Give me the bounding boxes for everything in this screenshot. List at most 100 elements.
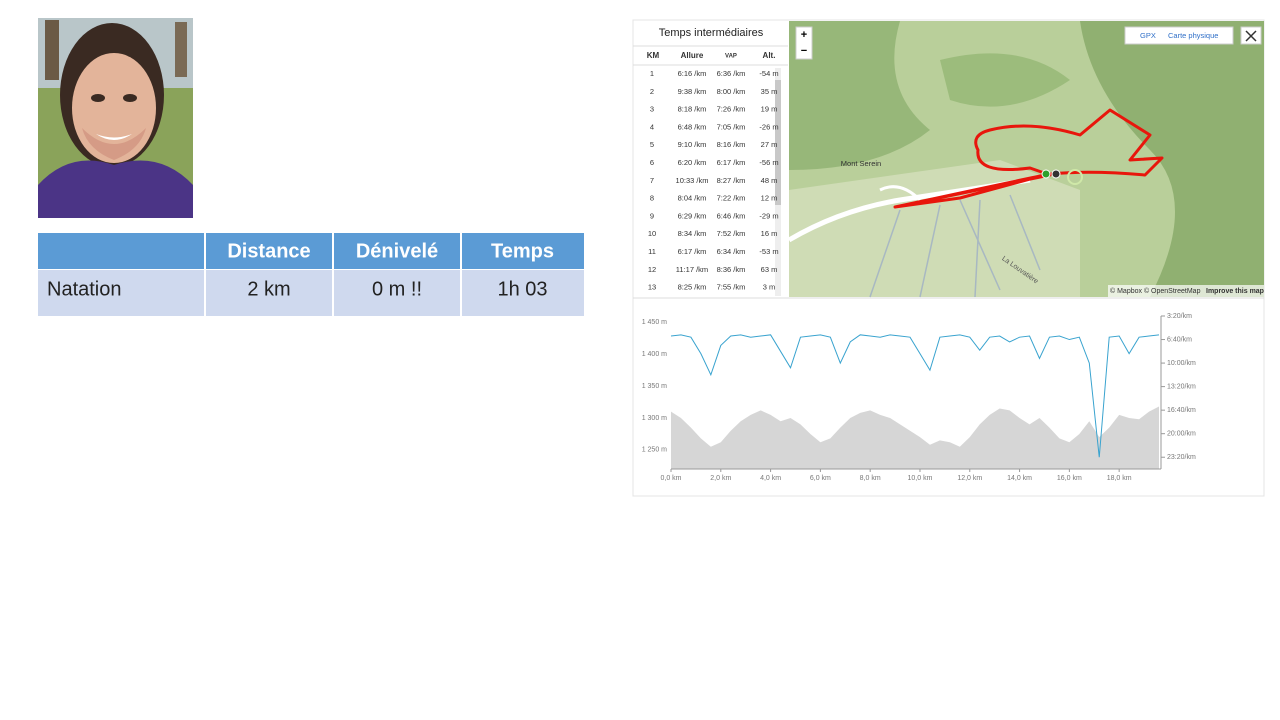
splits-cell: -53 m [759, 247, 778, 256]
x-tick-label: 8,0 km [860, 475, 881, 482]
splits-cell: 11 [648, 247, 656, 256]
splits-cell: 10 [648, 229, 656, 238]
splits-cell: 10:33 /km [676, 176, 709, 185]
splits-cell: 5 [650, 140, 654, 149]
splits-cell: 8:25 /km [678, 283, 707, 292]
splits-cell: 1 [650, 69, 654, 78]
splits-cell: 6:17 /km [678, 247, 707, 256]
splits-cell: 8:18 /km [678, 105, 707, 114]
table-header-bg [38, 233, 584, 269]
splits-cell: -54 m [759, 69, 778, 78]
map-credits: © Mapbox © OpenStreetMap [1110, 287, 1201, 295]
y2-tick-label: 3:20/km [1167, 313, 1192, 320]
summary-table: Distance Dénivelé Temps Natation 2 km 0 m !! 1… [38, 233, 584, 316]
y-tick-label: 1 300 m [642, 415, 667, 422]
y2-tick-label: 16:40/km [1167, 407, 1196, 414]
zoom-in[interactable]: + [801, 29, 807, 41]
splits-cell: 2 [650, 87, 654, 96]
splits-cell: 13 [648, 283, 656, 292]
x-tick-label: 16,0 km [1057, 475, 1082, 482]
splits-cell: 7:52 /km [717, 229, 746, 238]
splits-header: Allure [681, 51, 704, 60]
y2-tick-label: 23:20/km [1167, 454, 1196, 461]
x-tick-label: 18,0 km [1107, 475, 1132, 482]
layer-select[interactable]: Carte physique [1168, 31, 1218, 40]
splits-cell: 6:29 /km [678, 211, 707, 220]
x-tick-label: 4,0 km [760, 475, 781, 482]
splits-cell: 6:20 /km [678, 158, 707, 167]
splits-cell: 8:04 /km [678, 194, 707, 203]
splits-cell: 7 [650, 176, 654, 185]
splits-cell: 12 [648, 265, 656, 274]
splits-cell: -29 m [759, 211, 778, 220]
splits-cell: 3 m [763, 283, 776, 292]
splits-cell: 7:55 /km [717, 283, 746, 292]
x-tick-label: 2,0 km [710, 475, 731, 482]
splits-cell: 27 m [761, 140, 778, 149]
y-tick-label: 1 250 m [642, 447, 667, 454]
improve-map[interactable]: Improve this map [1206, 288, 1264, 295]
splits-cell: 11:17 /km [676, 265, 708, 274]
table-cell: 2 km [247, 278, 290, 300]
splits-cell: 35 m [761, 87, 778, 96]
splits-cell: 6:17 /km [717, 158, 746, 167]
splits-title: Temps intermédiaires [659, 27, 764, 39]
y2-tick-label: 6:40/km [1167, 336, 1192, 343]
gpx-button[interactable]: GPX [1140, 31, 1156, 40]
photo [38, 18, 193, 218]
y2-tick-label: 13:20/km [1167, 383, 1196, 390]
place-label: Mont Serein [841, 159, 881, 168]
y2-tick-label: 10:00/km [1167, 360, 1196, 367]
splits-cell: 63 m [761, 265, 778, 274]
splits-cell: 8:34 /km [678, 229, 707, 238]
y2-tick-label: 20:00/km [1167, 431, 1196, 438]
pace-line [670, 334, 1160, 458]
x-tick-label: 0,0 km [660, 475, 681, 482]
splits-cell: 7:05 /km [717, 122, 746, 131]
splits-cell: 8:16 /km [717, 140, 746, 149]
splits-cell: 8:27 /km [717, 176, 746, 185]
table-row-bg [38, 270, 584, 316]
splits-cell: 8:00 /km [717, 87, 746, 96]
splits-cell: -26 m [759, 122, 778, 131]
splits-cell: 6:48 /km [678, 122, 707, 131]
table-header-cell: Distance [227, 240, 310, 262]
zoom-out[interactable]: − [801, 45, 807, 57]
splits-cell: 16 m [761, 229, 778, 238]
y-tick-label: 1 350 m [642, 383, 667, 390]
splits-cell: 4 [650, 122, 654, 131]
splits-cell: 19 m [761, 105, 778, 114]
x-tick-label: 14,0 km [1007, 475, 1032, 482]
splits-cell: 6:34 /km [717, 247, 746, 256]
splits-cell: 6 [650, 158, 654, 167]
splits-cell: 6:16 /km [678, 69, 707, 78]
splits-cell: 3 [650, 105, 654, 114]
table-cell: 0 m !! [372, 278, 422, 300]
splits-cell: 8 [650, 194, 654, 203]
splits-cell: 6:36 /km [717, 69, 746, 78]
splits-cell: 7:26 /km [717, 105, 746, 114]
splits-cell: 12 m [761, 194, 778, 203]
splits-cell: -56 m [759, 158, 778, 167]
splits-cell: 8:36 /km [717, 265, 746, 274]
splits-cell: 9:10 /km [678, 140, 707, 149]
x-tick-label: 12,0 km [957, 475, 982, 482]
splits-cell: 7:22 /km [717, 194, 746, 203]
elevation-pace-chart: 1 250 m 1 300 m 1 350 m 1 400 m 1 450 m 3:20/… [642, 313, 1196, 482]
table-cell: Natation [47, 278, 122, 300]
table-header-cell: Dénivelé [356, 240, 438, 262]
splits-cell: 9 [650, 211, 654, 220]
elevation-area [671, 406, 1159, 469]
splits-cell: 6:46 /km [717, 211, 746, 220]
splits-header: Alt. [763, 51, 776, 60]
y-tick-label: 1 400 m [642, 351, 667, 358]
x-tick-label: 6,0 km [810, 475, 831, 482]
splits-cell: 48 m [761, 176, 778, 185]
x-tick-label: 10,0 km [908, 475, 933, 482]
splits-header: VAP [725, 54, 737, 60]
y-tick-label: 1 450 m [642, 319, 667, 326]
splits-header: KM [647, 51, 660, 60]
